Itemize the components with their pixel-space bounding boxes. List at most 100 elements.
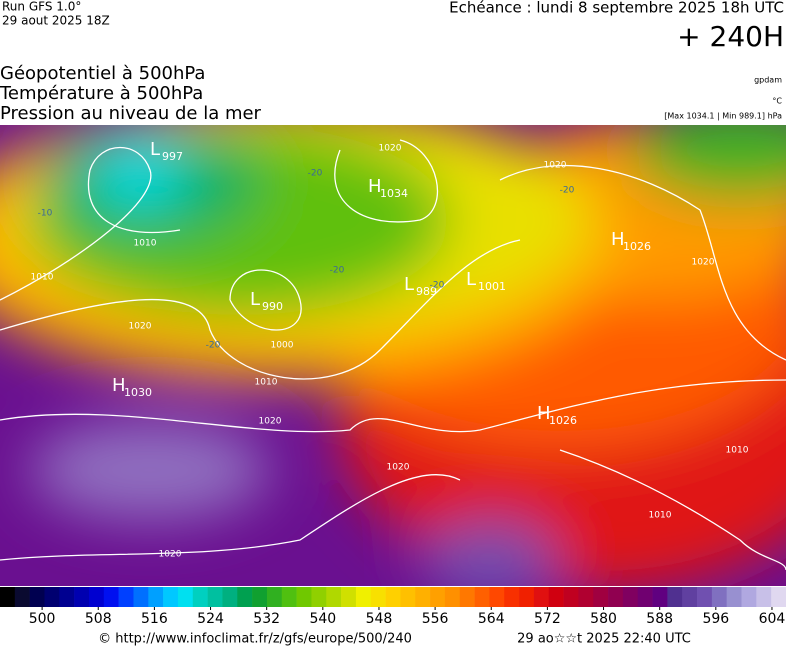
isobar: [559, 449, 786, 571]
colorbar-tick-label: 564: [478, 611, 505, 627]
colorbar-swatch: [726, 587, 742, 607]
field-blob: [630, 125, 786, 200]
colorbar-swatch: [430, 587, 446, 607]
colorbar-swatch: [489, 587, 505, 607]
colorbar-swatch: [163, 587, 179, 607]
isobar-label: 1010: [726, 446, 749, 456]
colorbar-swatch: [59, 587, 75, 607]
colorbar-swatch: [118, 587, 134, 607]
colorbar-swatch: [266, 587, 283, 607]
colorbar-tick-label: 588: [646, 611, 673, 627]
colorbar-swatch: [296, 587, 312, 607]
run: Run GFS 1.0°: [2, 0, 81, 14]
run-date: 29 aout 2025 18Z: [2, 14, 110, 28]
colorbar-swatch: [533, 587, 550, 607]
center-value: 989: [416, 285, 437, 298]
temperature-label: -20: [560, 186, 575, 196]
colorbar-tick-label: 508: [85, 611, 112, 627]
center-kind: H: [112, 375, 126, 396]
isobar-label: 1020: [692, 258, 715, 268]
colorbar-swatch: [133, 587, 149, 607]
unit: gpdam: [754, 76, 782, 85]
colorbar-tick-label: 596: [702, 611, 729, 627]
colorbar-swatch: [177, 587, 194, 607]
colorbar-swatch: [444, 587, 461, 607]
temperature-label: -20: [430, 281, 445, 291]
colorbar-swatch: [311, 587, 327, 607]
colorbar-swatch: [637, 587, 653, 607]
colorbar-swatch: [0, 587, 16, 607]
colorbar-swatch: [29, 587, 45, 607]
colorbar-swatch: [341, 587, 357, 607]
colorbar-swatch: [652, 587, 668, 607]
colorbar-swatch: [192, 587, 208, 607]
colorbar-tick-label: 532: [253, 611, 280, 627]
colorbar-swatch: [385, 587, 401, 607]
center-value: 1034: [380, 187, 408, 200]
center-kind: L: [466, 269, 476, 290]
colorbar-swatch: [682, 587, 698, 607]
temperature-label: -20: [330, 266, 345, 276]
colorbar-swatch: [578, 587, 594, 607]
colorbar-swatch: [103, 587, 119, 607]
isobar-label: 1020: [259, 417, 282, 427]
colorbar-swatch: [415, 587, 431, 607]
colorbar-swatch: [667, 587, 683, 607]
isobar: [229, 269, 302, 331]
colorbar-tick-label: 548: [366, 611, 393, 627]
colorbar-swatch: [74, 587, 90, 607]
title-line: Géopotentiel à 500hPa: [0, 63, 205, 84]
center-value: 1001: [478, 280, 506, 293]
isobar-label: 1020: [129, 322, 152, 332]
isobar: [334, 139, 439, 223]
center-kind: H: [611, 229, 625, 250]
field: [0, 125, 786, 586]
isobar: [0, 147, 181, 301]
colorbar-swatch: [326, 587, 342, 607]
colorbar-swatch: [697, 587, 713, 607]
center-value: 1026: [549, 414, 577, 427]
unit: °C: [772, 97, 782, 106]
colorbar-swatch: [237, 587, 253, 607]
isobar-label: 1010: [31, 273, 54, 283]
colorbar-tick-label: 556: [422, 611, 449, 627]
colorbar-swatch: [711, 587, 727, 607]
colorbar-swatch: [504, 587, 520, 607]
center-value: 990: [262, 300, 283, 313]
isobar: [0, 239, 521, 380]
unit: [Max 1034.1 | Min 989.1] hPa: [664, 112, 782, 121]
field-blob: [95, 145, 185, 205]
center-value: 1026: [623, 240, 651, 253]
isobar-label: 1020: [544, 161, 567, 171]
colorbar-swatch: [44, 587, 60, 607]
center-kind: L: [404, 274, 414, 295]
contour-labels: 1010 1010 1020 1010 1020 1000 1020 1020 1020 1020…: [31, 144, 749, 560]
colorbar-tick-label: 516: [141, 611, 168, 627]
temperature-label: -20: [308, 169, 323, 179]
colorbar-tick-label: 580: [590, 611, 617, 627]
center-value: 997: [162, 150, 183, 163]
isobar-label: 1010: [134, 239, 157, 249]
isobar: [499, 164, 786, 361]
title-line: Température à 500hPa: [0, 83, 203, 104]
source: © http://www.infoclimat.fr/z/gfs/europe/…: [98, 632, 412, 647]
isobar-label: 1010: [649, 511, 672, 521]
colorbar-swatch: [148, 587, 164, 607]
colorbar-swatch: [622, 587, 638, 607]
colorbar-tick-label: 500: [29, 611, 56, 627]
center-kind: L: [250, 289, 260, 310]
colorbar-swatch: [459, 587, 475, 607]
field-blob: [420, 520, 560, 586]
colorbar-tick-label: 540: [309, 611, 336, 627]
colorbar-swatch: [400, 587, 416, 607]
isobar: [0, 474, 461, 561]
colorbar-tick-label: 524: [197, 611, 224, 627]
colorbar-swatch: [355, 587, 372, 607]
colorbar-swatch: [593, 587, 609, 607]
temperature-label: -10: [38, 209, 53, 219]
colorbar-tick-label: 604: [759, 611, 786, 627]
temperature-label: -20: [206, 341, 221, 351]
